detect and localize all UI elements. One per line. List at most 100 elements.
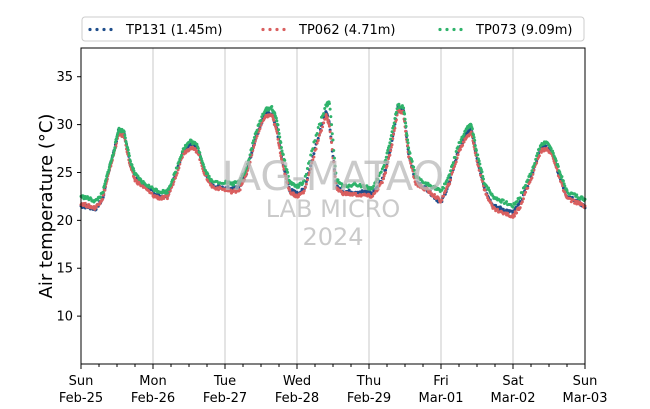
data-point [328,107,332,111]
data-point [551,151,555,155]
data-point [198,151,202,155]
legend-marker [95,27,99,32]
data-point [472,135,476,139]
data-point [250,146,254,150]
data-point [379,170,383,174]
data-point [107,165,111,169]
data-point [330,132,334,136]
data-point [400,104,404,108]
data-point [450,163,454,167]
data-point [128,159,132,163]
data-point [376,187,380,191]
data-point [277,128,281,132]
data-point [481,174,485,178]
watermark: IAG-MATAO LAB MICRO 2024 [222,154,444,251]
data-point [252,143,256,147]
data-point [327,124,331,128]
data-point [101,197,105,201]
data-point [534,157,538,161]
data-point [245,162,249,166]
data-point [177,160,181,164]
data-point [377,174,381,178]
data-point [276,137,280,141]
data-point [558,170,562,174]
data-point [518,206,522,210]
x-tick-label-day: Mon [139,374,166,389]
data-point [127,154,131,158]
data-point [487,186,491,190]
data-point [278,135,282,139]
y-tick-label: 35 [56,70,73,85]
data-point [288,188,292,192]
data-point [302,179,306,183]
data-point [273,111,277,115]
data-point [308,160,312,164]
data-point [440,198,444,202]
data-point [539,150,543,154]
data-point [371,194,375,198]
data-point [556,164,560,168]
data-point [384,155,388,159]
data-point [325,115,329,119]
data-point [125,142,128,146]
data-point [322,121,326,125]
data-point [321,125,325,129]
data-point [405,133,409,137]
data-point [232,183,236,187]
data-point [162,197,166,201]
data-point [382,163,386,167]
data-point [397,102,401,106]
data-point [474,148,478,152]
data-point [201,163,205,167]
data-point [332,160,336,164]
data-point [477,159,481,163]
data-point [505,200,509,204]
x-tick-label-day: Thu [356,374,381,389]
data-point [180,153,184,157]
data-point [243,170,247,174]
data-point [251,141,255,145]
data-points [79,100,587,219]
data-point [442,194,446,198]
data-point [406,141,410,145]
data-point [389,149,393,153]
data-point [281,153,285,157]
data-point [270,104,274,108]
data-point [180,150,184,154]
data-point [304,182,308,186]
legend-marker [88,27,92,32]
data-point [473,138,477,142]
data-point [327,102,331,106]
data-point [380,181,384,185]
data-point [279,154,283,158]
data-point [106,170,110,174]
data-point [385,151,389,155]
watermark-line-3: 2024 [302,223,363,251]
data-point [316,125,320,129]
data-point [384,171,388,175]
data-point [319,129,323,133]
data-point [326,119,330,123]
data-point [449,176,453,180]
data-point [332,148,336,152]
data-point [276,123,280,127]
data-point [167,187,171,191]
data-point [389,133,393,137]
data-point [305,166,309,170]
data-point [521,197,525,201]
data-point [305,178,309,182]
x-tick-label-day: Tue [213,374,236,389]
data-point [309,167,313,171]
data-point [281,161,285,165]
data-point [394,110,398,114]
data-point [252,139,256,143]
data-point [275,119,279,123]
data-point [530,169,534,173]
legend-marker [261,27,265,32]
data-point [449,178,453,182]
data-point [171,182,175,186]
data-point [242,178,246,182]
data-point [199,157,203,161]
data-point [278,151,282,155]
